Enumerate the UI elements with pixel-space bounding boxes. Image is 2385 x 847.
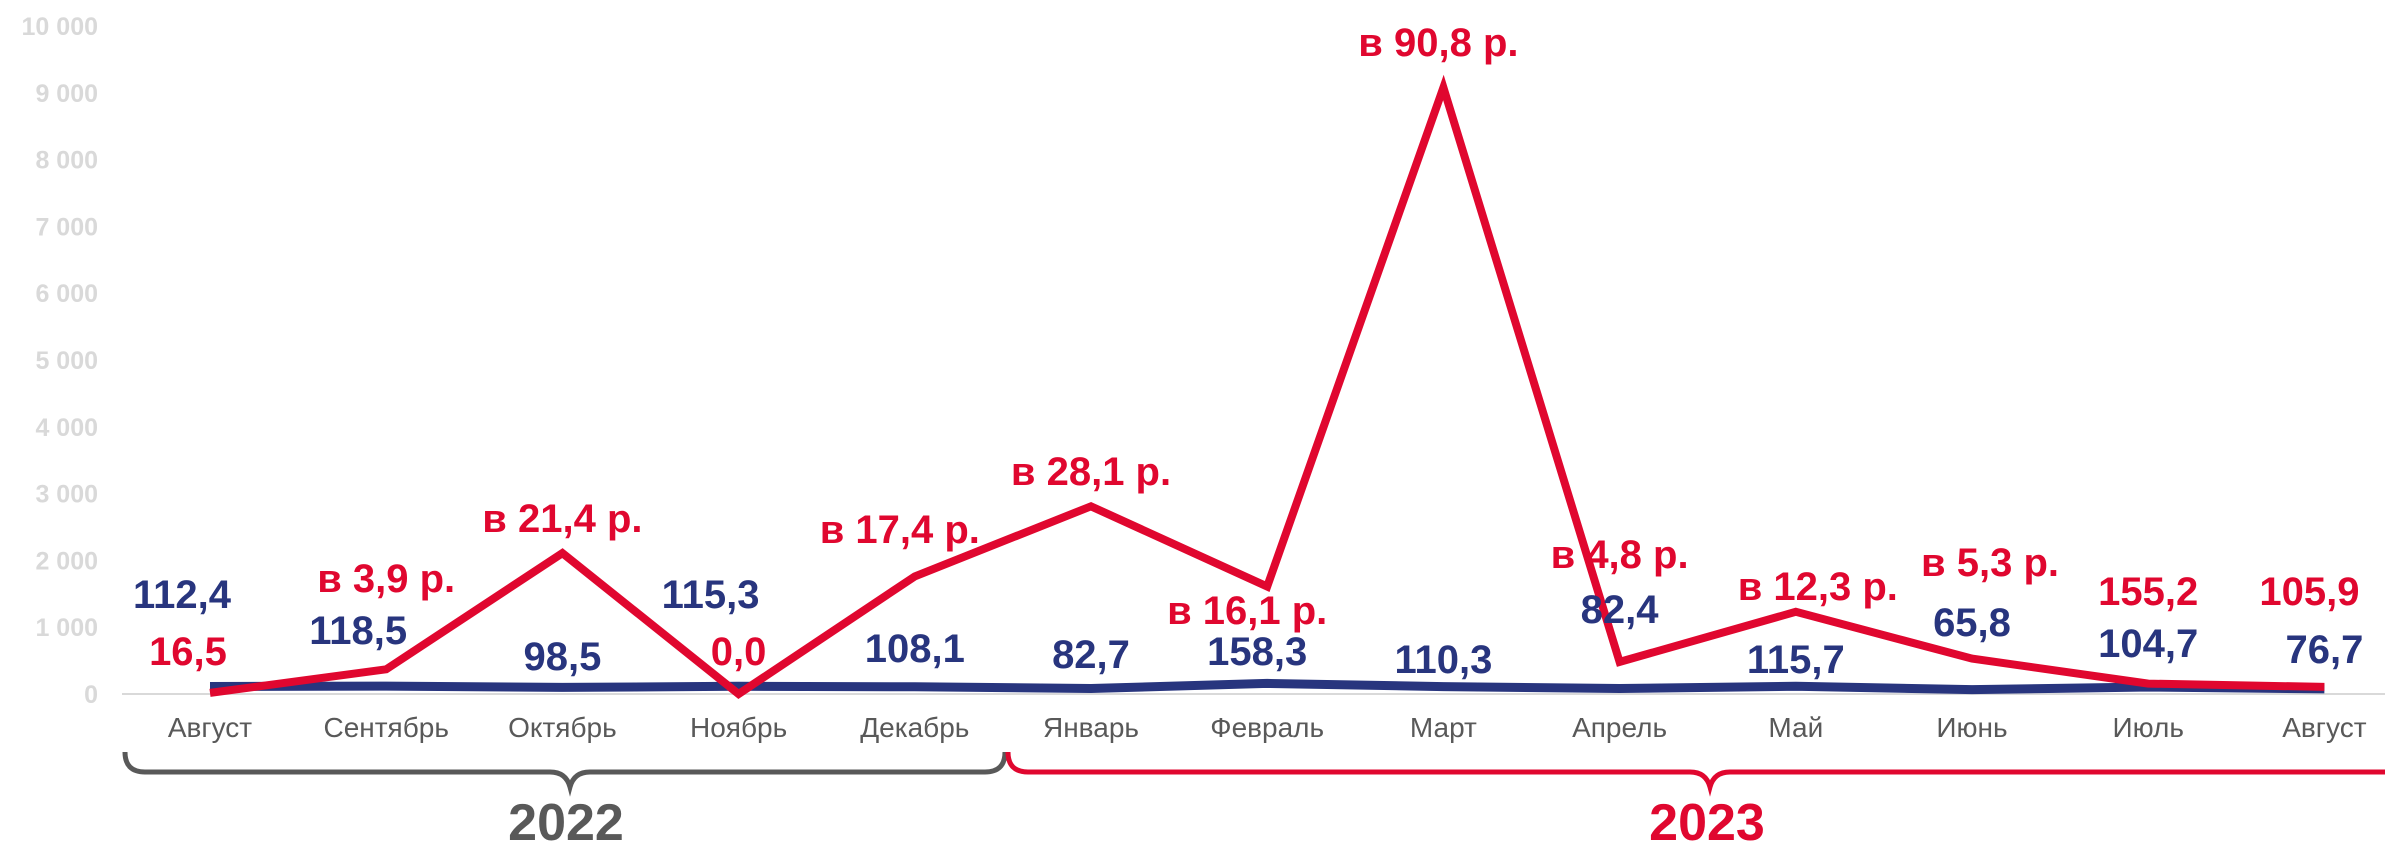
- x-tick-label: Ноябрь: [690, 712, 787, 743]
- y-tick-label: 7 000: [35, 213, 98, 241]
- y-tick-label: 8 000: [35, 147, 98, 175]
- data-label-red: в 28,1 р.: [1011, 450, 1171, 494]
- data-label-blue: 98,5: [523, 635, 601, 679]
- x-tick-label: Сентябрь: [323, 712, 448, 743]
- data-label-red: в 3,9 р.: [317, 557, 455, 601]
- x-tick-label: Январь: [1043, 712, 1139, 743]
- data-label-red: 16,5: [149, 630, 227, 674]
- year-2022-label: 2022: [508, 794, 624, 847]
- data-label-red: в 5,3 р.: [1921, 541, 2059, 585]
- data-label-red: в 17,4 р.: [820, 508, 980, 552]
- data-label-blue: 115,7: [1747, 638, 1845, 682]
- x-tick-label: Август: [168, 712, 252, 743]
- data-labels: 16,5 в 3,9 р. в 21,4 р. 0,0 в 17,4 р. в 28,1 …: [133, 21, 2363, 682]
- y-tick-label: 0: [84, 681, 98, 709]
- x-tick-label: Июль: [2112, 712, 2183, 743]
- data-label-red: в 21,4 р.: [482, 497, 642, 541]
- data-label-blue: 158,3: [1207, 630, 1307, 674]
- y-tick-label: 5 000: [35, 347, 98, 375]
- y-tick-label: 4 000: [35, 414, 98, 442]
- year-groups: 2022 2023: [122, 751, 2385, 847]
- series-lines: [209, 74, 2325, 699]
- x-tick-label: Декабрь: [860, 712, 969, 743]
- x-tick-label: Июнь: [1936, 712, 2007, 743]
- data-label-red: 0,0: [711, 630, 767, 674]
- x-tick-label: Май: [1768, 712, 1823, 743]
- bracket-2023: [1005, 751, 2385, 797]
- y-tick-label: 10 000: [22, 13, 98, 41]
- series-line-blue: [209, 678, 2325, 695]
- x-tick-label: Апрель: [1572, 712, 1667, 743]
- data-label-blue: 108,1: [865, 627, 965, 671]
- x-tick-label: Март: [1410, 712, 1477, 743]
- data-label-blue: 110,3: [1394, 638, 1492, 682]
- x-tick-label: Февраль: [1210, 712, 1324, 743]
- data-label-blue: 118,5: [309, 609, 407, 653]
- y-tick-label: 2 000: [35, 547, 98, 575]
- x-axis: Август Сентябрь Октябрь Ноябрь Декабрь Январь…: [122, 693, 2385, 743]
- data-label-red: 105,9: [2259, 570, 2359, 614]
- data-label-blue: 82,4: [1581, 588, 1660, 632]
- y-tick-label: 6 000: [35, 280, 98, 308]
- y-tick-label: 3 000: [35, 481, 98, 509]
- data-label-red: в 4,8 р.: [1551, 533, 1689, 577]
- data-label-blue: 76,7: [2285, 628, 2363, 672]
- data-label-blue: 112,4: [133, 573, 232, 617]
- x-tick-label: Август: [2282, 712, 2366, 743]
- year-2023-label: 2023: [1649, 794, 1765, 847]
- x-tick-label: Октябрь: [508, 712, 617, 743]
- y-tick-label: 9 000: [35, 80, 98, 108]
- y-axis: 0 1 000 2 000 3 000 4 000 5 000 6 000 7 000 8 00…: [22, 13, 98, 709]
- data-label-blue: 104,7: [2098, 622, 2198, 666]
- data-label-blue: 82,7: [1052, 633, 1130, 677]
- data-label-blue: 65,8: [1933, 601, 2011, 645]
- data-label-red: в 90,8 р.: [1358, 21, 1518, 65]
- y-tick-label: 1 000: [35, 614, 98, 642]
- data-label-red: в 16,1 р.: [1167, 589, 1327, 633]
- data-label-blue: 115,3: [662, 573, 760, 617]
- data-label-red: 155,2: [2098, 570, 2198, 614]
- series-line-red: [209, 74, 2325, 699]
- data-label-red: в 12,3 р.: [1738, 565, 1898, 609]
- bracket-2022: [122, 751, 1008, 797]
